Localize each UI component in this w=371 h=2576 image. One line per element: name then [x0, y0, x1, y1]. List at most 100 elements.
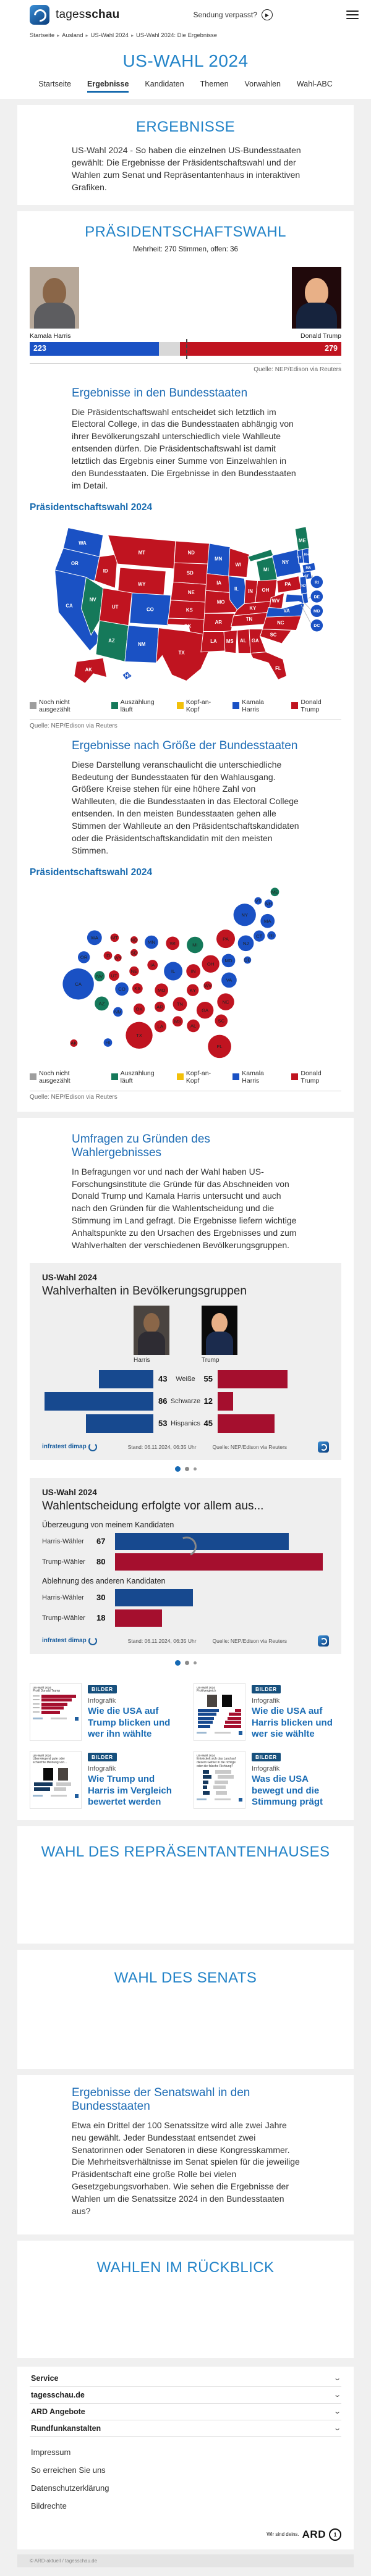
play-icon[interactable]: ▶ [261, 9, 273, 20]
footer-accordion-tagesschau-de[interactable]: tagesschau.de ⌄ [30, 2387, 341, 2404]
bubble-NC[interactable] [217, 993, 234, 1010]
state-MA[interactable] [302, 562, 316, 573]
teaser-4[interactable]: US-Wahl 2024 Entwickelt sich das Land auf… [194, 1750, 341, 1809]
footer-link[interactable]: Bildrechte [31, 2501, 67, 2511]
bubble-IA[interactable] [147, 959, 158, 970]
bubble-AK[interactable] [70, 1039, 78, 1047]
dot-3[interactable] [193, 1467, 197, 1471]
dot-3[interactable] [193, 1661, 197, 1664]
state-TX[interactable] [156, 627, 211, 681]
state-WV[interactable] [269, 592, 285, 609]
bubble-MA[interactable] [260, 913, 275, 928]
bubble-ID[interactable] [103, 950, 113, 960]
electoral-college-bar[interactable]: 223 279 [30, 338, 341, 359]
breadcrumb-item[interactable]: Startseite [30, 32, 55, 39]
bubble-NY[interactable] [233, 903, 256, 926]
state-callout-MD[interactable] [310, 605, 323, 617]
state-callout-DC[interactable] [310, 619, 323, 632]
breadcrumb-item[interactable]: US-Wahl 2024: Die Ergebnisse [135, 32, 218, 39]
menu-icon[interactable] [346, 10, 359, 19]
bubble-RI[interactable] [267, 931, 276, 940]
dot-2[interactable] [184, 1660, 189, 1665]
tab-kandidaten[interactable]: Kandidaten [145, 80, 184, 88]
state-MD[interactable] [285, 594, 304, 605]
bubble-WY[interactable] [114, 954, 122, 962]
teaser-1[interactable]: US-Wahl 2024 Profil Donald Trump BILDER I… [30, 1682, 177, 1741]
tab-vorwahlen[interactable]: Vorwahlen [244, 80, 281, 88]
bubble-GA[interactable] [196, 1001, 214, 1019]
bubble-SD[interactable] [130, 949, 138, 957]
state-WI[interactable] [228, 547, 250, 577]
footer-accordion-rundfunkanstalten[interactable]: Rundfunkanstalten ⌄ [30, 2420, 341, 2437]
dot-2[interactable] [184, 1466, 189, 1471]
bubble-KS[interactable] [132, 983, 143, 994]
bubble-ND[interactable] [130, 936, 138, 944]
bubble-SC[interactable] [215, 1014, 228, 1027]
bubble-TN[interactable] [173, 997, 187, 1011]
bubble-MN[interactable] [145, 935, 158, 949]
bubble-AR[interactable] [155, 1001, 165, 1012]
bubble-TX[interactable] [126, 1022, 153, 1049]
brand-wordmark[interactable]: tagesschau [56, 8, 120, 21]
breadcrumb-item[interactable]: US-Wahl 2024 [90, 32, 129, 39]
teaser-3[interactable]: US-Wahl 2024 Überwiegend gute oder schlec… [30, 1750, 177, 1809]
bubble-NJ[interactable] [237, 935, 254, 951]
bubble-VT[interactable] [254, 897, 262, 905]
tab-themen[interactable]: Themen [200, 80, 229, 88]
bubble-CT[interactable] [254, 930, 265, 942]
teaser-2[interactable]: US-Wahl 2024 Profilvergleich BILDER Infog… [194, 1682, 341, 1741]
bubble-WV[interactable] [203, 981, 212, 990]
bubble-NM[interactable] [113, 1007, 123, 1017]
bubble-NE[interactable] [129, 966, 139, 976]
bubble-UT[interactable] [109, 970, 119, 981]
bubble-OH[interactable] [202, 955, 220, 973]
state-ID[interactable] [94, 553, 118, 589]
state-ME[interactable] [294, 526, 310, 553]
state-callout-RI[interactable] [310, 576, 323, 588]
state-NY[interactable] [271, 548, 302, 577]
bubble-VA[interactable] [221, 972, 237, 988]
bubble-HI[interactable] [103, 1038, 113, 1047]
bubble-AZ[interactable] [95, 996, 109, 1010]
tab-startseite[interactable]: Startseite [38, 80, 72, 88]
bubble-MI[interactable] [187, 936, 203, 953]
footer-link[interactable]: Impressum [31, 2447, 71, 2457]
bubble-MD[interactable] [221, 954, 236, 967]
bubble-WA[interactable] [87, 930, 102, 945]
state-AK[interactable] [74, 657, 108, 684]
bubble-OR[interactable] [77, 950, 90, 963]
state-MS[interactable] [223, 629, 237, 653]
state-HI[interactable] [122, 670, 133, 680]
bubble-MO[interactable] [155, 983, 169, 997]
state-GA[interactable] [249, 628, 267, 653]
tagesschau-logo-icon[interactable] [30, 5, 49, 25]
bubble-OK[interactable] [133, 1003, 145, 1015]
missed-broadcast-link[interactable]: Sendung verpasst? [193, 10, 257, 19]
tab-wahl-abc[interactable]: Wahl-ABC [296, 80, 333, 88]
footer-link[interactable]: Datenschutzerklärung [31, 2483, 109, 2493]
footer-accordion-ard-angebote[interactable]: ARD Angebote ⌄ [30, 2404, 341, 2420]
tab-ergebnisse[interactable]: Ergebnisse [87, 80, 129, 93]
dot-1[interactable] [174, 1659, 181, 1666]
us-states-map[interactable]: WA OR CA NV ID MT WY UT AZ NM CO ND SD NE KS OK TX MN IA MO… [30, 517, 341, 695]
bubble-LA[interactable] [154, 1020, 167, 1033]
state-CO[interactable] [129, 592, 171, 626]
state-callout-DE[interactable] [310, 590, 323, 603]
bubble-MS[interactable] [172, 1015, 183, 1026]
bubble-ME[interactable] [270, 887, 279, 896]
bubble-PA[interactable] [216, 929, 236, 948]
breadcrumb-item[interactable]: Ausland [62, 32, 83, 39]
footer-accordion-service[interactable]: Service ⌄ [30, 2370, 341, 2387]
bubble-DE[interactable] [244, 956, 252, 964]
bubble-CA[interactable] [62, 968, 94, 1000]
us-cartogram-bubbles[interactable]: CA TX FL NY PA IL OH GA NC MI NJ VA WA AZ MA TN IN MD MN MO… [30, 882, 341, 1066]
bubble-IL[interactable] [164, 962, 183, 981]
dot-1[interactable] [174, 1466, 181, 1472]
bubble-MT[interactable] [110, 933, 119, 942]
state-NV[interactable] [81, 576, 104, 636]
bubble-FL[interactable] [208, 1034, 231, 1058]
bubble-NV[interactable] [94, 970, 105, 981]
state-FL[interactable] [250, 651, 288, 680]
bubble-CO[interactable] [115, 982, 129, 996]
bubble-IN[interactable] [186, 963, 201, 978]
